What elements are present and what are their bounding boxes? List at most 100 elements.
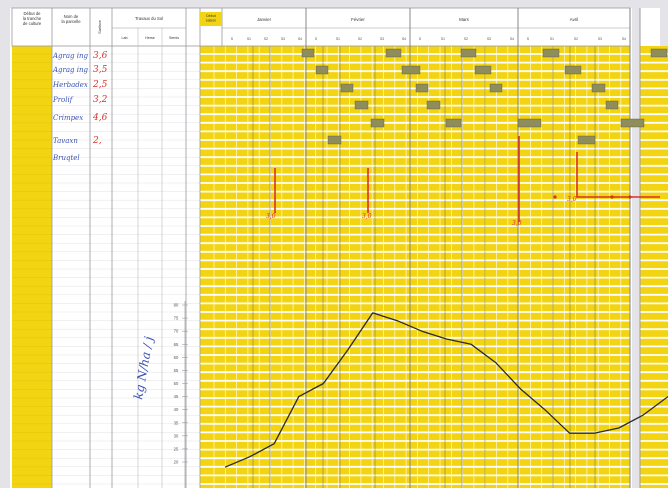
week-tick-label: S1 [247,37,251,41]
schedule-block [605,100,619,110]
week-tick-label: S [315,37,317,41]
week-tick-label: S3 [598,37,602,41]
parcel-surface: 3,6 [93,51,108,61]
parcel-row: Bruqtel [52,154,80,162]
header-soil-work-subcolumns: Lab. Herse Semis [122,36,180,40]
axis-tick-label: 80 [174,303,179,308]
schedule-block [426,100,441,110]
schedule-block [620,118,645,128]
parcel-row: Crimpex 4,6 [53,113,108,123]
schedule-block [340,83,354,93]
month-headers: Janvier Février Mars Avril [257,8,631,488]
week-tick-label: S3 [380,37,384,41]
parcel-rows: Agrag ing 3,6 Agrag ing 3,5 Herbadex 2,5 Proli… [52,51,108,162]
schedule-block [650,48,668,58]
parcel-surface: 4,6 [92,113,108,123]
month-label: Mars [459,17,470,22]
week-tick-label: S2 [358,37,362,41]
red-annotation: 3,0 [512,220,522,227]
axis-tick-label: 40 [174,407,179,412]
month-label: Janvier [257,17,272,22]
week-tick-label: S4 [510,37,514,41]
red-annotation: 3,0 [362,213,372,220]
axis-tick-label: 70 [174,329,179,334]
week-tick-label: S4 [298,37,302,41]
schedule-block [327,135,342,145]
parcel-row: Tavaxn 2, [53,136,102,146]
axis-tick-label: 30 [174,433,179,438]
parcel-row: Prolif 3,2 [52,95,108,105]
axis-tick-label: 50 [174,381,179,386]
red-annotations: 3,0 3,0 3,0 3,0 [266,136,660,227]
week-tick-label: S1 [550,37,554,41]
schedule-block [577,135,596,145]
nitrogen-axis: 80 75 70 65 60 55 50 45 40 35 30 25 20 [174,301,188,488]
parcel-name: Agrag ing [52,66,89,74]
parcel-surface: 3,5 [93,65,108,75]
red-dot [553,195,557,199]
week-tick-label: S3 [281,37,285,41]
parcel-surface: 3,2 [93,95,108,105]
left-column-rules [12,53,200,485]
schedule-block [460,48,477,58]
red-annotation: 3,0 [266,213,276,220]
month-label: Février [351,17,365,22]
parcel-surface: 2, [92,136,102,146]
header-start-of-crop: Début de la tranche de culture [23,11,42,26]
parcel-row: Agrag ing 3,6 [52,51,108,61]
axis-tick-label: 75 [174,316,179,321]
red-dot [610,195,614,199]
header-subcolumn: Herse [145,36,155,40]
axis-tick-label: 35 [174,420,179,425]
nitrogen-curve [224,312,668,468]
schedule-block [385,48,402,58]
schedule-block [370,118,385,128]
schedule-block [415,83,429,93]
red-dot [628,195,632,199]
schedule-block [315,65,329,75]
axis-tick-label: 55 [174,368,179,373]
parcel-surface: 2,5 [92,80,108,90]
month-label: Avril [570,17,578,22]
header-season-start: Début saison [206,14,216,23]
axis-tick-label: 25 [174,446,179,451]
red-marker-line [576,152,660,198]
parcel-name: Herbadex [52,81,88,89]
grid-rules [200,46,668,488]
week-tick-label: S1 [336,37,340,41]
schedule-block [401,65,421,75]
yellow-planning-area [200,46,630,488]
series-line [224,312,668,468]
parcel-name: Crimpex [53,114,83,122]
week-tick-label: S2 [464,37,468,41]
week-tick-label: S [527,37,529,41]
week-tick-label: S1 [441,37,445,41]
parcel-name: Bruqtel [52,154,80,162]
yellow-planning-area-right [640,46,668,488]
schedule-block [489,83,503,93]
week-tick-label: S2 [574,37,578,41]
schedule-block [591,83,606,93]
header-surface: Surface [97,19,102,34]
red-annotation: 3,0 [567,196,577,203]
axis-tick-label: 20 [174,460,179,465]
schedule-block [564,65,582,75]
axis-tick-label: 45 [174,394,179,399]
schedule-block [354,100,369,110]
parcel-row: Agrag ing 3,5 [52,65,108,75]
header-subcolumn: Lab. [122,36,129,40]
axis-tick-label: 60 [174,355,179,360]
schedule-block [542,48,560,58]
week-tick-label: S3 [487,37,491,41]
header-subcolumn: Semis [169,36,179,40]
week-tick-label: S2 [264,37,268,41]
yellow-start-column [12,46,52,488]
week-ticks: S S1 S2 S3 S4 S S1 S2 S3 S4 S S1 S2 S3 S4 S S1 S2 S3 S4 [231,37,626,41]
schedule-block [517,118,542,128]
week-tick-label: S4 [402,37,406,41]
parcel-name: Prolif [52,96,74,104]
header-soil-work: Travaux du Sol [135,16,163,21]
schedule-block [301,48,315,58]
